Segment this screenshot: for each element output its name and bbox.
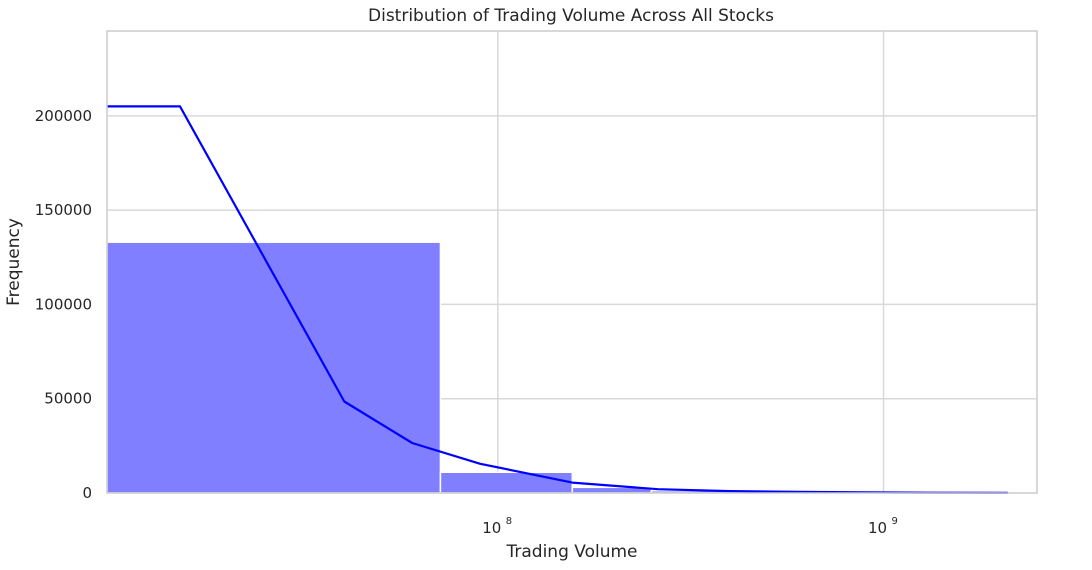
x-tick-label: 10 xyxy=(482,519,501,537)
x-axis-label: Trading Volume xyxy=(505,542,637,562)
x-tick-exponent: 9 xyxy=(892,516,898,527)
histogram-bars xyxy=(106,241,1009,494)
histogram-bar xyxy=(439,471,574,494)
y-tick-label: 150000 xyxy=(35,201,92,219)
chart-title: Distribution of Trading Volume Across Al… xyxy=(368,6,774,26)
x-tick-exponent: 8 xyxy=(506,516,512,527)
y-tick-label: 100000 xyxy=(35,295,92,313)
y-tick-label: 200000 xyxy=(35,107,92,125)
x-tick-labels: 10 8 10 9 xyxy=(482,516,898,537)
x-tick-label: 10 xyxy=(868,519,887,537)
y-tick-label: 0 xyxy=(82,484,92,502)
y-tick-label: 50000 xyxy=(44,390,92,408)
y-axis-label: Frequency xyxy=(4,218,24,306)
y-tick-labels: 0 50000 100000 150000 200000 xyxy=(35,107,92,502)
histogram-bar xyxy=(106,241,442,494)
plot-frame xyxy=(106,30,1038,494)
